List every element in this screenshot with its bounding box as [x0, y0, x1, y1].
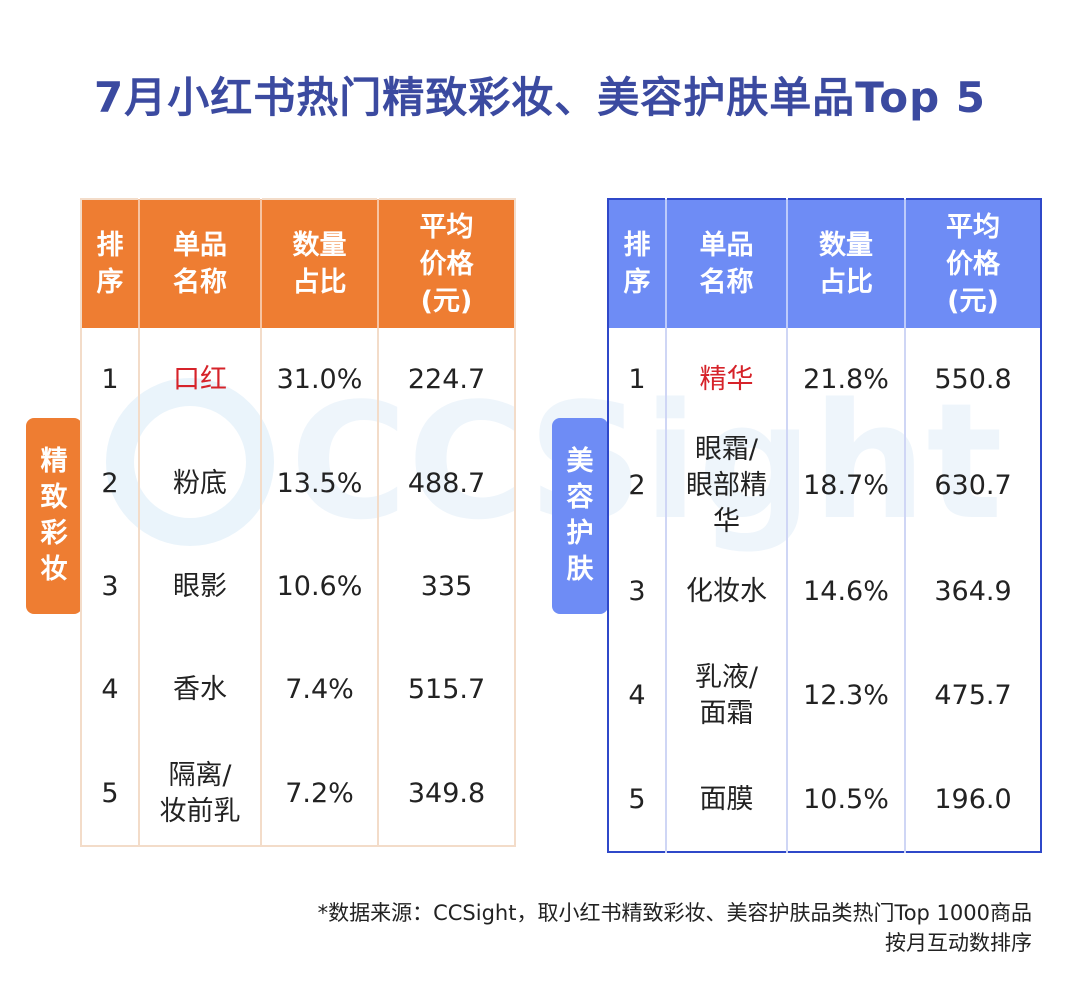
name-cell: 香水 [139, 638, 262, 742]
header-name: 单品 名称 [139, 199, 262, 328]
table-row: 5 隔离/妆前乳 7.2% 349.8 [81, 742, 515, 846]
price-cell: 335 [420, 571, 473, 602]
share-cell: 10.6% [261, 536, 379, 638]
rank-cell: 4 [81, 638, 140, 742]
category-tag-char: 护 [566, 518, 594, 549]
rank-cell: 2 [608, 432, 667, 540]
share-cell: 7.2% [261, 742, 379, 846]
name-cell: 隔离/妆前乳 [139, 742, 262, 846]
table-header-row: 排序单品 名称 数量 占比 平均 价格 (元) [608, 199, 1041, 328]
name-cell: 眼霜/眼部精华 [666, 432, 788, 540]
name-cell: 精华 [666, 328, 788, 432]
table-row: 3 化妆水 14.6% 364.9 [608, 540, 1041, 644]
table-row: 2 眼霜/眼部精华 18.7% 630.7 [608, 432, 1041, 540]
price-cell: 224.7 [407, 364, 486, 395]
rank-cell: 1 [608, 328, 667, 432]
page-title: 7月小红书热门精致彩妆、美容护肤单品Top 5 [93, 73, 987, 122]
name-cell: 面膜 [666, 748, 788, 852]
table-row: 5 面膜 10.5% 196.0 [608, 748, 1041, 852]
table-row: 4 香水 7.4% 515.7 [81, 638, 515, 742]
header-rank: 排序 [81, 199, 140, 328]
table-row: 1 精华 21.8% 550.8 [608, 328, 1041, 432]
share-cell: 14.6% [787, 540, 906, 644]
table-row: 1 口红 31.0% 224.7 [81, 328, 515, 432]
price-cell: 488.7 [407, 468, 486, 499]
name-cell: 口红 [139, 328, 262, 432]
makeup-table: 排序单品 名称 数量 占比 平均 价格 (元) 1 口红 31.0% 224.7 2 粉底 13.5% 4… [80, 198, 516, 847]
rank-cell: 2 [81, 432, 140, 536]
footnote-sort: 按月互动数排序 [885, 931, 1032, 955]
table-row: 2 粉底 13.5% 488.7 [81, 432, 515, 536]
category-tag-char: 美 [566, 446, 594, 477]
header-price: 平均 价格 (元) [905, 199, 1041, 328]
price-cell: 515.7 [407, 674, 486, 705]
category-tag-char: 彩 [40, 518, 68, 549]
name-cell: 眼影 [139, 536, 262, 638]
share-cell: 18.7% [787, 432, 906, 540]
table-header-row: 排序单品 名称 数量 占比 平均 价格 (元) [81, 199, 515, 328]
share-cell: 13.5% [261, 432, 379, 536]
category-tag-char: 致 [40, 482, 68, 513]
share-cell: 21.8% [787, 328, 906, 432]
category-tag-skincare: 美容护肤 [552, 418, 608, 614]
price-cell: 630.7 [934, 470, 1012, 501]
header-name: 单品 名称 [666, 199, 788, 328]
category-tag-char: 容 [566, 482, 594, 513]
rank-cell: 5 [608, 748, 667, 852]
category-tag-char: 肤 [566, 554, 594, 585]
skincare-table: 排序单品 名称 数量 占比 平均 价格 (元) 1 精华 21.8% 550.8 2 眼霜/眼部精华 1… [607, 198, 1042, 853]
price-cell: 364.9 [934, 576, 1012, 607]
name-cell: 粉底 [139, 432, 262, 536]
table-row: 4 乳液/面霜 12.3% 475.7 [608, 644, 1041, 748]
share-cell: 12.3% [787, 644, 906, 748]
rank-cell: 3 [608, 540, 667, 644]
header-price: 平均 价格 (元) [378, 199, 515, 328]
price-cell: 550.8 [934, 364, 1012, 395]
header-rank: 排序 [608, 199, 667, 328]
price-cell: 349.8 [407, 777, 486, 809]
category-tag-makeup: 精致彩妆 [26, 418, 82, 614]
share-cell: 31.0% [261, 328, 379, 432]
name-cell: 乳液/面霜 [666, 644, 788, 748]
header-share: 数量 占比 [787, 199, 906, 328]
table-row: 3 眼影 10.6% 335 [81, 536, 515, 638]
footnote-source: *数据来源：CCSight，取小红书精致彩妆、美容护肤品类热门Top 1000商… [317, 901, 1032, 925]
price-cell: 475.7 [934, 680, 1012, 711]
rank-cell: 1 [81, 328, 140, 432]
category-tag-char: 妆 [40, 554, 68, 585]
name-cell: 化妆水 [666, 540, 788, 644]
header-share: 数量 占比 [261, 199, 379, 328]
rank-cell: 4 [608, 644, 667, 748]
rank-cell: 3 [81, 536, 140, 638]
rank-cell: 5 [81, 742, 140, 846]
share-cell: 10.5% [787, 748, 906, 852]
category-tag-char: 精 [40, 446, 68, 477]
price-cell: 196.0 [934, 783, 1012, 815]
share-cell: 7.4% [261, 638, 379, 742]
